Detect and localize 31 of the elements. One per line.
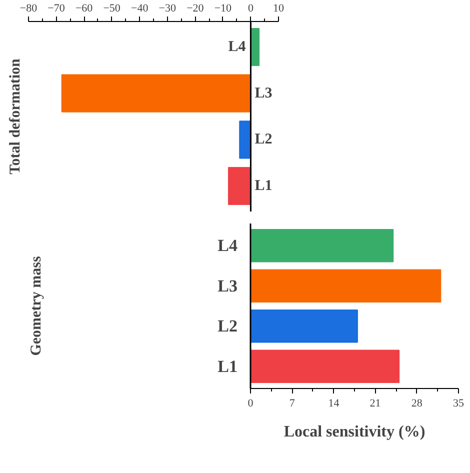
bar <box>250 350 400 383</box>
x-tick-label: 28 <box>411 398 423 410</box>
y-axis-title: Geometry mass <box>28 256 45 356</box>
x-tick-label: −60 <box>75 2 94 14</box>
y-tick-label: L2 <box>254 132 272 148</box>
x-tick-label: 21 <box>370 398 381 410</box>
x-tick-label: 0 <box>248 2 254 14</box>
x-tick-label: 7 <box>289 398 296 410</box>
x-tick-label: 0 <box>248 398 254 410</box>
x-tick-label: −80 <box>20 2 38 14</box>
bar <box>250 269 442 302</box>
y-tick-label: L1 <box>254 178 272 194</box>
x-tick-label: 35 <box>453 398 464 410</box>
y-tick-label: L2 <box>218 316 238 336</box>
y-tick-label: L1 <box>218 356 238 376</box>
x-tick-label: −30 <box>158 2 176 14</box>
y-axis-title: Total deformation <box>8 58 24 174</box>
x-tick-label: 14 <box>328 398 340 410</box>
bar <box>250 229 394 262</box>
bar <box>250 310 358 343</box>
x-tick-label: −20 <box>186 2 204 14</box>
y-tick-label: L3 <box>254 85 272 102</box>
x-tick-label: −10 <box>214 2 232 14</box>
x-tick-label: −50 <box>103 2 121 14</box>
x-tick-label: −40 <box>131 2 149 14</box>
y-tick-label: L4 <box>228 38 246 55</box>
y-tick-label: L4 <box>218 236 238 256</box>
y-tick-label: L3 <box>218 276 238 296</box>
x-tick-label: 10 <box>273 2 284 14</box>
x-axis-title: Local sensitivity (%) <box>284 424 426 440</box>
x-tick-label: −70 <box>48 2 66 14</box>
